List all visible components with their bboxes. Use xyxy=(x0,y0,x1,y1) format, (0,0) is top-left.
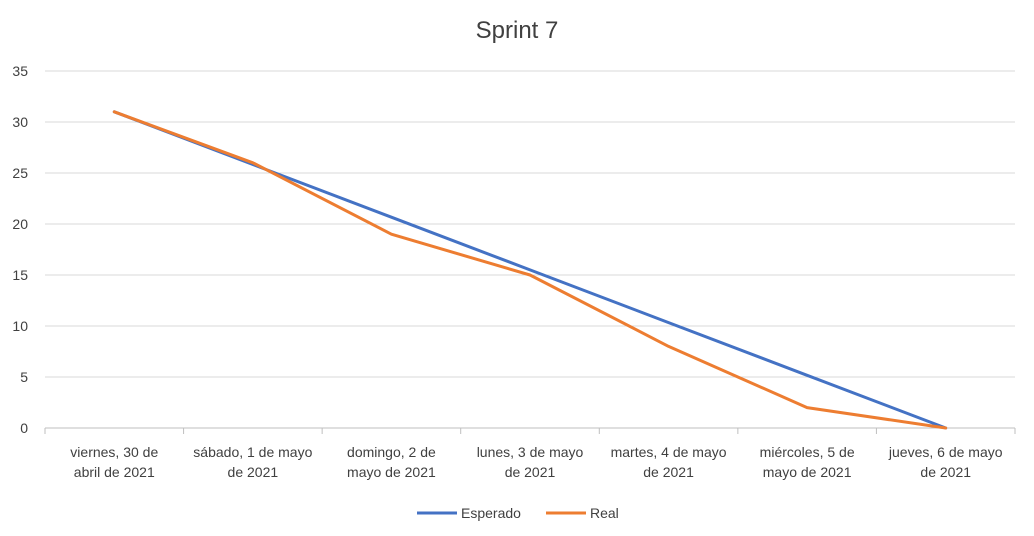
x-tick-label: jueves, 6 de mayo de 2021 xyxy=(888,444,1003,480)
y-tick-label: 5 xyxy=(20,369,28,385)
legend-label-real: Real xyxy=(590,505,619,521)
y-axis-ticks: 0 5 10 15 20 25 30 35 xyxy=(12,63,28,436)
y-tick-label: 0 xyxy=(20,420,28,436)
x-tick-label: viernes, 30 de abril de 2021 xyxy=(70,444,158,480)
series-lines xyxy=(112,110,948,430)
chart-title: Sprint 7 xyxy=(476,17,559,44)
x-tick-label: martes, 4 de mayo de 2021 xyxy=(611,444,727,480)
x-axis-ticks: viernes, 30 de abril de 2021 sábado, 1 de … xyxy=(44,428,1016,480)
x-tick-label: sábado, 1 de mayo de 2021 xyxy=(193,444,312,480)
gridlines xyxy=(45,70,1015,429)
x-tick-label: miércoles, 5 de mayo de 2021 xyxy=(760,444,855,480)
y-tick-label: 20 xyxy=(12,216,28,232)
legend-label-esperado: Esperado xyxy=(461,505,521,521)
series-line-esperado xyxy=(112,110,948,430)
y-tick-label: 30 xyxy=(12,114,28,130)
y-tick-label: 10 xyxy=(12,318,28,334)
x-tick-label: lunes, 3 de mayo de 2021 xyxy=(477,444,584,480)
y-tick-label: 15 xyxy=(12,267,28,283)
y-tick-label: 35 xyxy=(12,63,28,79)
y-tick-label: 25 xyxy=(12,165,28,181)
legend: Esperado Real xyxy=(417,505,619,521)
x-tick-label: domingo, 2 de mayo de 2021 xyxy=(347,444,436,480)
series-line-real xyxy=(112,110,948,430)
